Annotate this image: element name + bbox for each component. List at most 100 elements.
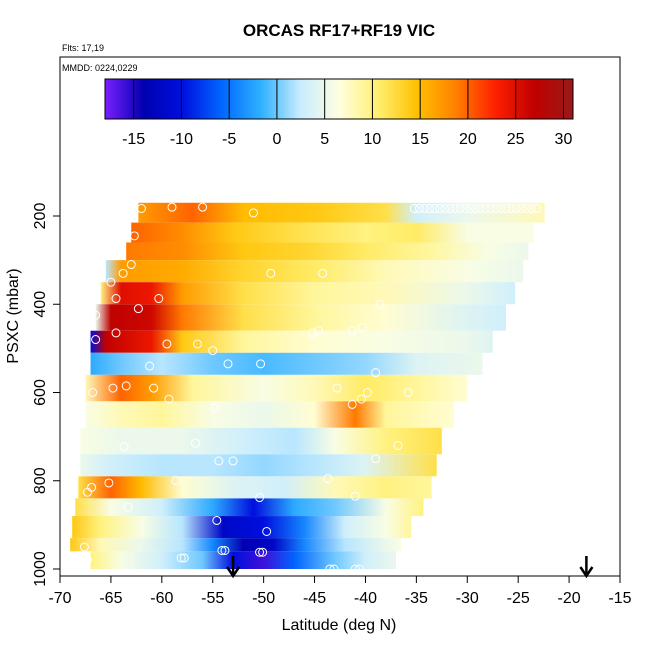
measurement-circle <box>167 202 177 212</box>
measurement-circle <box>262 526 272 536</box>
measurement-circle <box>526 203 536 213</box>
measurement-circle <box>350 564 360 574</box>
measurement-circle <box>409 203 419 213</box>
measurement-circle <box>256 359 266 369</box>
x-tick-label: -45 <box>303 590 326 607</box>
measurement-circle <box>212 515 222 525</box>
measurement-circle <box>521 203 531 213</box>
colorbar-ticks: -15 -10 -5 0 5 10 15 20 25 30 <box>122 131 572 148</box>
measurement-circle <box>516 203 526 213</box>
measurement-circle <box>350 491 360 501</box>
measurement-circle <box>162 339 172 349</box>
heatmap-band <box>90 330 493 353</box>
measurement-circle <box>430 203 440 213</box>
measurement-circle <box>486 203 496 213</box>
heatmap-band <box>78 476 432 499</box>
measurement-circle <box>371 454 381 464</box>
x-tick-label: -65 <box>99 590 122 607</box>
colorbar-tick-label: 15 <box>411 131 429 148</box>
heatmap-band <box>90 551 396 569</box>
measurement-circle <box>496 203 506 213</box>
heatmap-band <box>90 352 483 375</box>
measurement-circle <box>192 339 202 349</box>
measurement-circle <box>332 383 342 393</box>
measurement-circle <box>255 547 265 557</box>
flights-label: Flts: 17,19 <box>62 43 104 53</box>
heatmap-band <box>80 454 437 477</box>
measurement-circle <box>329 564 339 574</box>
measurement-circle <box>214 456 224 466</box>
measurement-circle <box>176 553 186 563</box>
arrow-markers <box>226 556 594 579</box>
x-tick-label: -30 <box>456 590 479 607</box>
heatmap-band <box>72 516 412 539</box>
heatmap-band <box>126 242 529 261</box>
measurement-circle <box>420 203 430 213</box>
measurement-circle <box>82 487 92 497</box>
x-axis-label: Latitude (deg N) <box>282 617 397 634</box>
measurement-circle <box>357 322 367 332</box>
x-tick-label: -25 <box>507 590 530 607</box>
measurement-circle <box>532 203 542 213</box>
measurement-circle <box>481 203 491 213</box>
measurement-circle <box>414 203 424 213</box>
measurement-circle <box>79 542 89 552</box>
measurement-circle <box>476 203 486 213</box>
measurement-circle <box>111 294 121 304</box>
measurement-circle <box>375 299 385 309</box>
heatmap-band <box>85 401 455 428</box>
x-tick-label: -60 <box>150 590 173 607</box>
colorbar-tick-label: 5 <box>320 131 329 148</box>
plot-area <box>59 56 621 579</box>
measurement-circle <box>121 381 131 391</box>
y-tick-label: 600 <box>32 379 49 406</box>
y-tick-label: 1000 <box>32 551 49 587</box>
x-tick-label: -50 <box>252 590 275 607</box>
measurement-circle <box>255 493 265 503</box>
measurement-circle <box>506 203 516 213</box>
colorbar-tick-label: -15 <box>122 131 145 148</box>
measurement-circle <box>393 440 403 450</box>
measurement-circle <box>136 203 146 213</box>
heatmap-band <box>105 260 524 283</box>
heatmap-band <box>70 538 402 552</box>
measurement-circle <box>82 555 92 565</box>
measurement-circle <box>149 383 159 393</box>
measurement-circle <box>435 203 445 213</box>
heatmap-band <box>75 498 424 517</box>
x-tick-label: -55 <box>201 590 224 607</box>
y-tick-label: 400 <box>32 291 49 318</box>
colorbar-tick-label: 20 <box>459 131 477 148</box>
measurement-circle <box>133 304 143 314</box>
measurement-circle <box>123 502 133 512</box>
heatmap-band <box>100 282 516 305</box>
measurement-circle <box>501 203 511 213</box>
measurement-circle <box>228 456 238 466</box>
colorbar-tick-label: 10 <box>364 131 382 148</box>
measurement-circle <box>104 478 114 488</box>
measurement-circle <box>248 208 258 218</box>
measurement-circle <box>91 310 101 320</box>
colorbar-tick-label: -5 <box>222 131 236 148</box>
measurement-circle <box>354 564 364 574</box>
colorbar-tick-label: -10 <box>170 131 193 148</box>
measurement-circle <box>425 203 435 213</box>
measurement-circle <box>145 361 155 371</box>
heatmap-band <box>138 202 545 223</box>
measurement-circle <box>111 328 121 338</box>
down-arrow-icon <box>579 556 594 579</box>
measurement-circle <box>325 564 335 574</box>
measurement-circle <box>323 474 333 484</box>
y-axis: 200 400 600 800 1000 <box>32 203 60 587</box>
measurement-markers <box>79 202 542 574</box>
y-tick-label: 200 <box>32 203 49 230</box>
measurement-circle <box>210 403 220 413</box>
measurement-circle <box>171 476 181 486</box>
x-tick-label: -20 <box>558 590 581 607</box>
measurement-circle <box>347 326 357 336</box>
x-axis: -70 -65 -60 -55 -50 -45 -40 -35 -30 -25 -20 -15 <box>48 576 632 607</box>
x-tick-label: -35 <box>405 590 428 607</box>
measurement-circle <box>190 438 200 448</box>
measurement-circle <box>440 203 450 213</box>
measurement-circle <box>220 545 230 555</box>
